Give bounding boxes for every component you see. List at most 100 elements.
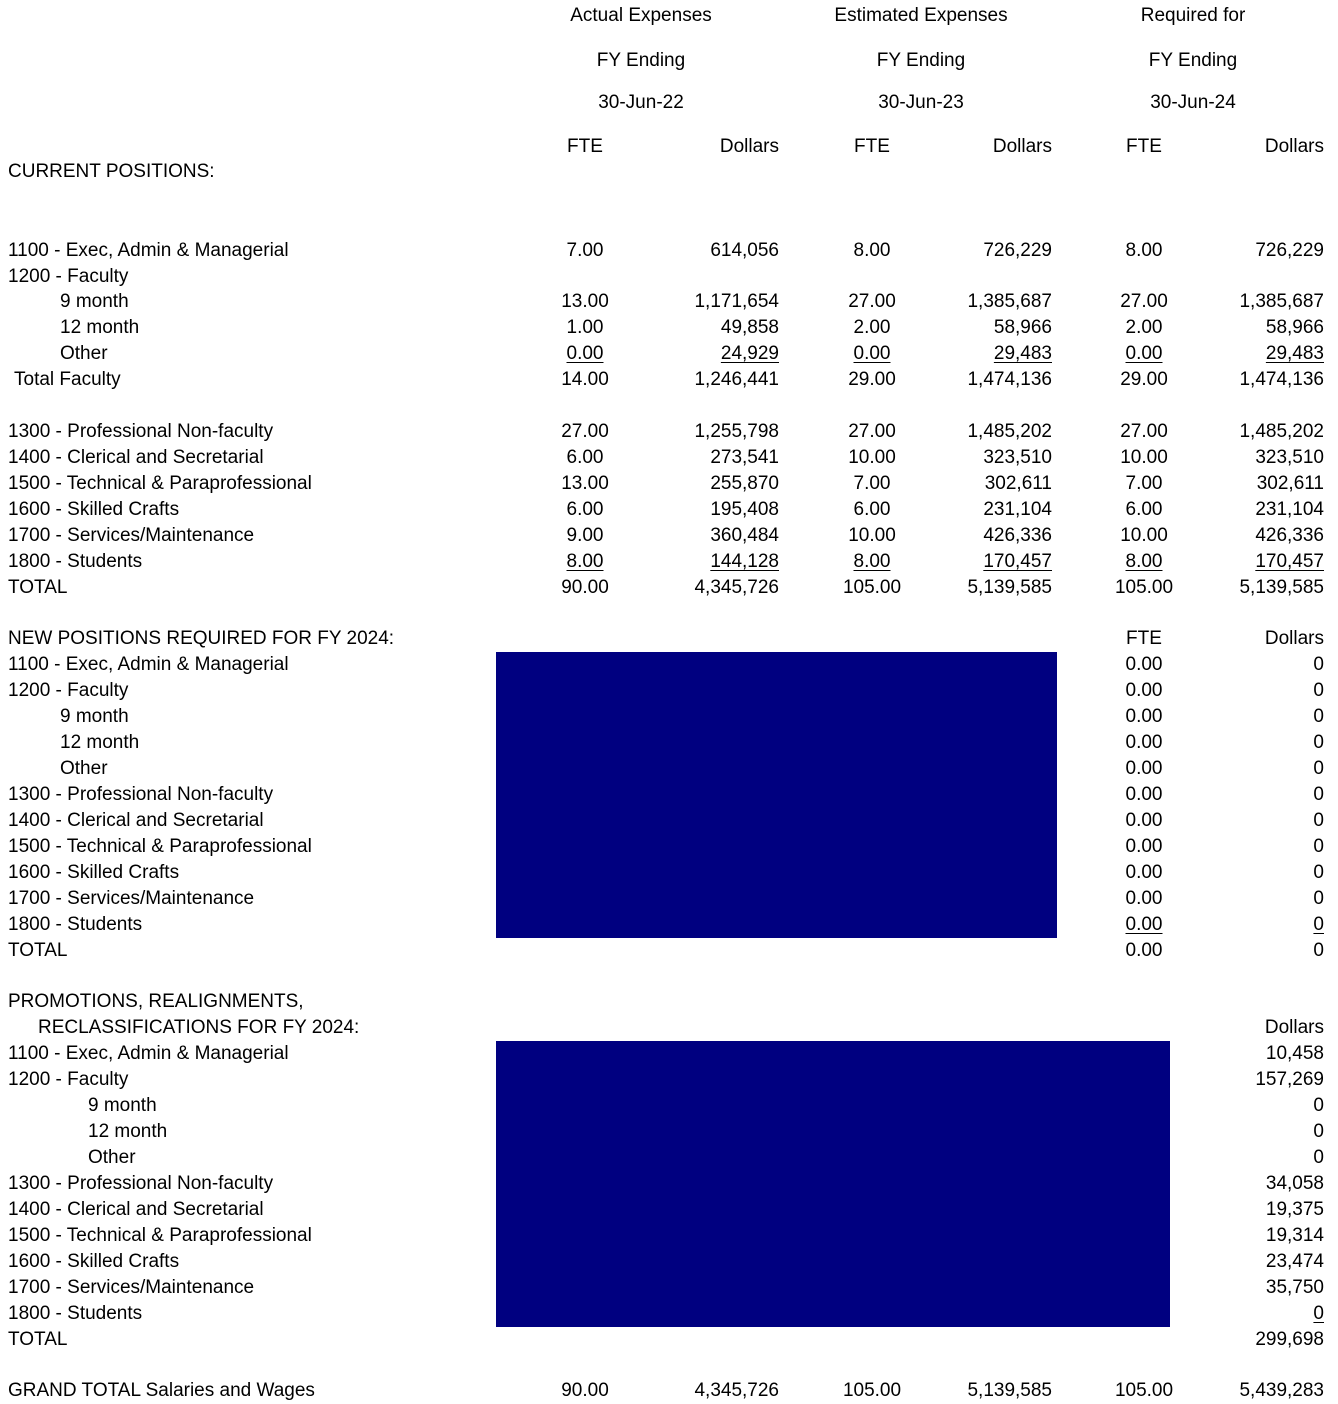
cell-fte: 0.00 (1125, 784, 1163, 805)
cell-dollars-1: 195,408 (710, 499, 779, 520)
current-positions-title: CURRENT POSITIONS: (8, 161, 215, 182)
row-label: 1500 - Technical & Paraprofessional (8, 1225, 312, 1246)
cell-dollars: 0 (1313, 1147, 1324, 1168)
row-label: 1600 - Skilled Crafts (8, 862, 180, 883)
cell-dollars-1: 273,541 (710, 447, 779, 468)
cell-fte-2: 105.00 (842, 577, 902, 598)
row-label: TOTAL (8, 1329, 68, 1350)
row-label: 1300 - Professional Non-faculty (8, 1173, 274, 1194)
cell-fte-1: 0.00 (566, 343, 604, 364)
cell-dollars: 0 (1313, 836, 1324, 857)
col1-header-line2: FY Ending (596, 50, 686, 71)
cell-dollars-1: 49,858 (720, 317, 779, 338)
row-label: 1800 - Students (8, 551, 143, 572)
row-label: 1800 - Students (8, 1303, 143, 1324)
row-label: 1700 - Services/Maintenance (8, 525, 255, 546)
row-label: 1200 - Faculty (8, 1069, 129, 1090)
row-label: 1700 - Services/Maintenance (8, 1277, 255, 1298)
row-label: 12 month (88, 1121, 168, 1142)
cell-dollars-2: 1,385,687 (967, 291, 1052, 312)
cell-dollars-2: 302,611 (984, 473, 1052, 494)
dollars-header-3: Dollars (1264, 136, 1324, 157)
cell-dollars-2: 726,229 (983, 240, 1052, 261)
dollars-header-2: Dollars (992, 136, 1052, 157)
cell-dollars-2: 1,474,136 (967, 369, 1052, 390)
cell-fte: 0.00 (1125, 654, 1163, 675)
cell-fte-3: 10.00 (1120, 525, 1168, 546)
dollars-header-1: Dollars (719, 136, 779, 157)
cell-dollars: 157,269 (1255, 1069, 1324, 1090)
row-label: 9 month (60, 706, 129, 727)
cell-fte-3: 27.00 (1120, 291, 1168, 312)
cell-dollars-1: 4,345,726 (694, 577, 779, 598)
cell-dollars: 0 (1313, 1095, 1324, 1116)
grand-total-dollars-1: 4,345,726 (694, 1380, 779, 1401)
row-label: 1100 - Exec, Admin & Managerial (8, 240, 289, 261)
row-label: 1200 - Faculty (8, 266, 129, 287)
redaction-block-promotions (496, 1041, 1170, 1327)
cell-fte: 0.00 (1125, 706, 1163, 727)
cell-fte: 0.00 (1125, 914, 1163, 935)
col3-header-line1: Required for (1140, 5, 1246, 26)
cell-fte-1: 8.00 (566, 551, 604, 572)
cell-dollars: 19,375 (1265, 1199, 1324, 1220)
row-label: 1700 - Services/Maintenance (8, 888, 255, 909)
cell-dollars-1: 144,128 (710, 551, 779, 572)
col3-header-line3: 30-Jun-24 (1150, 92, 1236, 113)
cell-dollars-3: 302,611 (1256, 473, 1324, 494)
cell-fte-3: 29.00 (1120, 369, 1168, 390)
cell-dollars-1: 1,255,798 (694, 421, 779, 442)
cell-fte-1: 27.00 (561, 421, 609, 442)
row-label: 1300 - Professional Non-faculty (8, 784, 274, 805)
cell-dollars: 0 (1313, 654, 1324, 675)
row-label: 1200 - Faculty (8, 680, 129, 701)
cell-dollars-3: 1,485,202 (1239, 421, 1324, 442)
cell-dollars: 0 (1313, 914, 1324, 935)
col2-header-line1: Estimated Expenses (834, 5, 1008, 26)
new-positions-dollars-header: Dollars (1264, 628, 1324, 649)
row-label: 1500 - Technical & Paraprofessional (8, 836, 312, 857)
cell-fte: 0.00 (1125, 732, 1163, 753)
cell-fte-1: 1.00 (566, 317, 604, 338)
row-label: Other (60, 343, 108, 364)
cell-fte-1: 90.00 (561, 577, 609, 598)
row-label: Other (60, 758, 108, 779)
cell-dollars: 0 (1313, 732, 1324, 753)
cell-dollars-3: 1,474,136 (1239, 369, 1324, 390)
cell-fte-2: 8.00 (853, 551, 891, 572)
cell-fte-2: 10.00 (848, 525, 896, 546)
fte-header-2: FTE (854, 136, 890, 157)
cell-fte: 0.00 (1125, 758, 1163, 779)
col2-header-line3: 30-Jun-23 (878, 92, 964, 113)
cell-dollars: 10,458 (1265, 1043, 1324, 1064)
promotions-dollars-header: Dollars (1264, 1017, 1324, 1038)
col1-header-line1: Actual Expenses (570, 5, 712, 26)
cell-dollars-2: 29,483 (993, 343, 1052, 364)
cell-dollars-2: 58,966 (993, 317, 1052, 338)
cell-fte-2: 27.00 (848, 291, 896, 312)
cell-dollars-1: 614,056 (710, 240, 779, 261)
cell-dollars-3: 29,483 (1265, 343, 1324, 364)
row-label: 1400 - Clerical and Secretarial (8, 447, 264, 468)
cell-fte-1: 13.00 (561, 473, 609, 494)
cell-dollars: 0 (1313, 862, 1324, 883)
cell-fte-2: 0.00 (853, 343, 891, 364)
cell-dollars: 299,698 (1255, 1329, 1324, 1350)
row-label: 12 month (60, 732, 140, 753)
cell-dollars: 0 (1313, 706, 1324, 727)
cell-fte-2: 8.00 (853, 240, 891, 261)
cell-dollars: 0 (1313, 810, 1324, 831)
cell-dollars: 0 (1313, 758, 1324, 779)
row-label: 9 month (88, 1095, 157, 1116)
new-positions-title: NEW POSITIONS REQUIRED FOR FY 2024: (8, 628, 395, 649)
cell-dollars-1: 1,171,654 (694, 291, 779, 312)
cell-fte: 0.00 (1125, 810, 1163, 831)
cell-fte: 0.00 (1125, 940, 1163, 961)
cell-fte-2: 6.00 (853, 499, 891, 520)
row-label: 1800 - Students (8, 914, 143, 935)
row-label: 1100 - Exec, Admin & Managerial (8, 654, 289, 675)
cell-fte-3: 27.00 (1120, 421, 1168, 442)
cell-dollars-2: 170,457 (983, 551, 1052, 572)
fte-header-1: FTE (567, 136, 603, 157)
row-label: 12 month (60, 317, 140, 338)
